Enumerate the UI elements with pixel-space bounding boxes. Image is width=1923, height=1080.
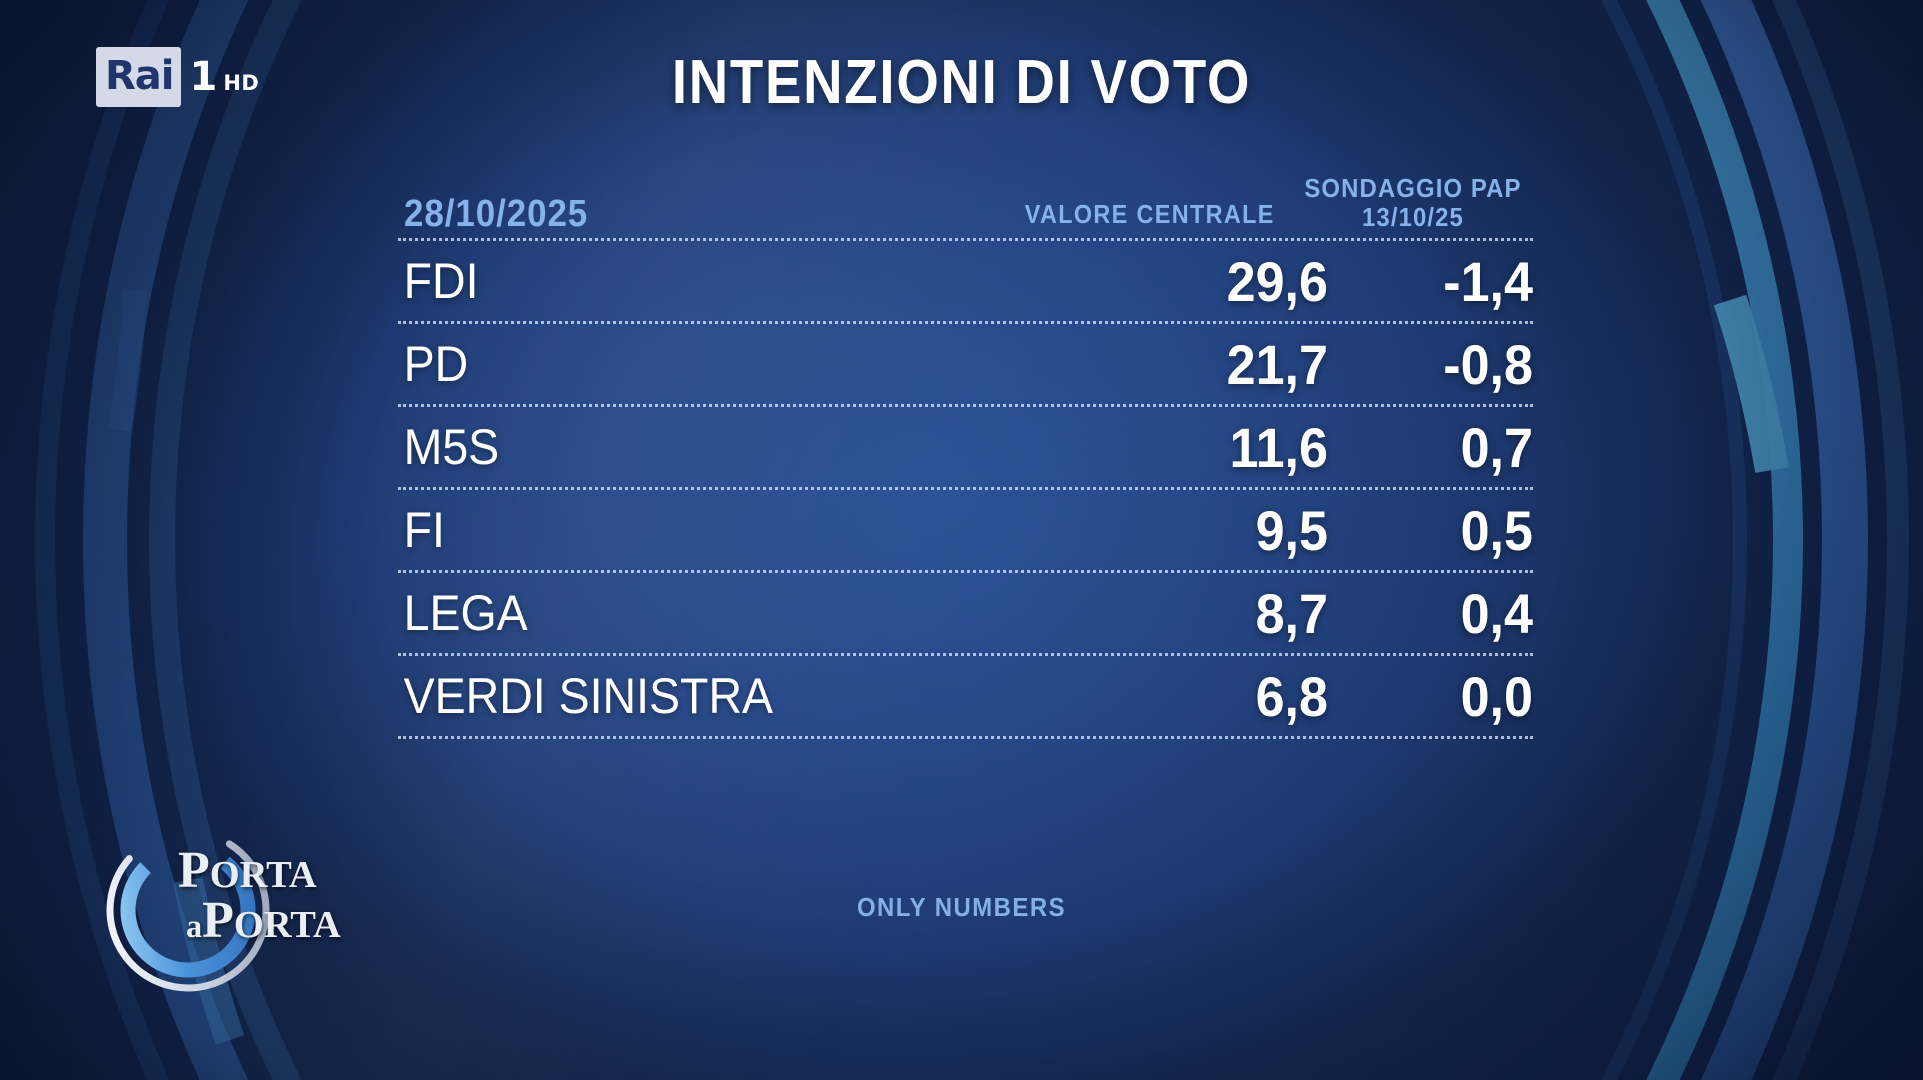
page-title: INTENZIONI DI VOTO — [671, 48, 1252, 117]
party-name: M5S — [403, 419, 500, 475]
logo-a: a — [186, 907, 203, 944]
change-value: 0,4 — [1460, 581, 1533, 645]
logo-p-1: P — [178, 842, 210, 899]
channel-number: 1 — [189, 54, 218, 100]
logo-line-2: aPORTA — [186, 894, 341, 946]
logo-orta-1: ORTA — [209, 854, 317, 896]
logo-p-2: P — [202, 891, 234, 949]
central-value: 6,8 — [1255, 664, 1328, 728]
row-separator — [398, 487, 1533, 490]
change-value: 0,5 — [1460, 498, 1533, 562]
table-body: FDI 29,6 -1,4 PD 21,7 -0,8 M5S 11,6 0,7 … — [398, 238, 1533, 739]
party-name: FI — [403, 502, 445, 558]
table-row: FI 9,5 0,5 — [398, 490, 1533, 570]
central-value: 9,5 — [1255, 498, 1328, 562]
row-separator — [398, 238, 1533, 241]
column-header-previous-poll: SONDAGGIO PAP 13/10/25 — [1303, 172, 1524, 232]
hd-badge: HD — [223, 71, 260, 95]
table-row: PD 21,7 -0,8 — [398, 324, 1533, 404]
table-header: 28/10/2025 VALORE CENTRALE SONDAGGIO PAP… — [398, 170, 1533, 238]
central-value: 21,7 — [1226, 332, 1328, 396]
change-value: -1,4 — [1443, 249, 1533, 313]
rai-channel-logo: Rai 1 HD — [96, 47, 260, 107]
row-separator — [398, 653, 1533, 656]
central-value: 11,6 — [1229, 415, 1328, 479]
logo-wordmark: PORTA aPORTA — [178, 845, 341, 947]
row-separator — [398, 321, 1533, 324]
change-value: 0,0 — [1460, 664, 1533, 728]
poll-date: 28/10/2025 — [404, 193, 589, 235]
row-separator — [398, 736, 1533, 739]
rai-wordmark: Rai — [96, 47, 181, 107]
row-separator — [398, 404, 1533, 407]
central-value: 29,6 — [1226, 249, 1328, 313]
table-row: FDI 29,6 -1,4 — [398, 241, 1533, 321]
table-row: LEGA 8,7 0,4 — [398, 573, 1533, 653]
table-row: VERDI SINISTRA 6,8 0,0 — [398, 656, 1533, 736]
porta-a-porta-logo: PORTA aPORTA — [96, 818, 376, 1003]
column-header-central-value: VALORE CENTRALE — [1025, 199, 1275, 229]
poll-table: 28/10/2025 VALORE CENTRALE SONDAGGIO PAP… — [398, 170, 1533, 739]
logo-arc-icon — [106, 828, 270, 992]
logo-line-1: PORTA — [178, 845, 341, 897]
central-value: 8,7 — [1255, 581, 1328, 645]
change-value: -0,8 — [1443, 332, 1533, 396]
row-separator — [398, 570, 1533, 573]
change-value: 0,7 — [1460, 415, 1533, 479]
party-name: FDI — [403, 253, 479, 309]
logo-orta-2: ORTA — [233, 903, 341, 946]
source-note: ONLY NUMBERS — [856, 892, 1067, 922]
table-row: M5S 11,6 0,7 — [398, 407, 1533, 487]
party-name: LEGA — [403, 585, 528, 641]
party-name: VERDI SINISTRA — [403, 668, 774, 724]
previous-poll-date: 13/10/25 — [1362, 201, 1464, 232]
previous-poll-label: SONDAGGIO PAP — [1304, 172, 1522, 203]
party-name: PD — [403, 336, 469, 392]
